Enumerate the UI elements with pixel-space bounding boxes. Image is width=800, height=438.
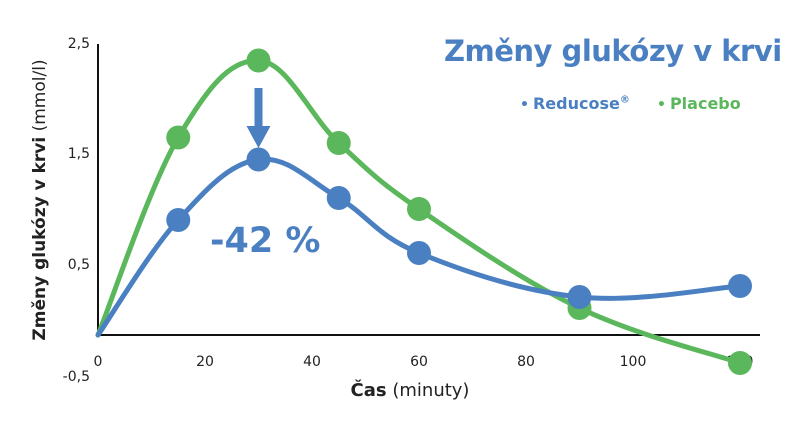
- data-point-reducose: [326, 186, 351, 210]
- series-reducose: [95, 147, 752, 338]
- axes: [97, 44, 760, 336]
- x-tick-label: 20: [196, 354, 214, 370]
- series-group: [95, 48, 752, 375]
- x-tick-label: 80: [517, 354, 535, 370]
- legend-dot-placebo-icon: •: [657, 97, 666, 113]
- registered-mark: ®: [619, 94, 630, 106]
- data-point-reducose: [407, 241, 431, 265]
- legend-label-placebo: Placebo: [669, 94, 741, 113]
- data-point-placebo: [246, 48, 271, 73]
- data-point-placebo: [166, 125, 191, 150]
- arrow-head: [246, 126, 271, 148]
- reduction-arrow: [246, 88, 271, 148]
- x-axis-label-bold: Čas: [350, 380, 387, 401]
- legend-dot-reducose-icon: •: [520, 97, 529, 113]
- y-axis-label: Změny glukózy v krvi (mmol/l): [30, 59, 50, 340]
- x-tick-label: 60: [410, 354, 428, 370]
- data-point-placebo: [728, 351, 752, 375]
- y-tick-label: 1,5: [68, 146, 90, 162]
- x-axis-label: Čas (minuty): [351, 380, 470, 401]
- x-tick-label: 0: [94, 354, 103, 370]
- x-tick-label: 100: [620, 354, 647, 370]
- data-point-placebo: [326, 131, 351, 155]
- arrow-shaft: [254, 88, 263, 130]
- legend-label-reducose: Reducose: [532, 94, 620, 113]
- x-axis-label-unit: (minuty): [386, 380, 470, 401]
- legend-item-reducose: • Reducose®: [520, 94, 630, 113]
- y-tick-label: -0,5: [63, 369, 90, 385]
- legend-item-placebo: • Placebo: [657, 94, 741, 113]
- y-tick-label: 2,5: [68, 36, 90, 52]
- series-placebo: [95, 48, 752, 375]
- data-point-reducose: [166, 208, 191, 232]
- reduction-annotation: -42 %: [210, 221, 321, 261]
- chart-title: Změny glukózy v krvi: [444, 34, 782, 68]
- x-tick-label: 40: [303, 354, 321, 370]
- data-point-reducose: [567, 285, 592, 309]
- y-tick-label: 0,5: [68, 257, 90, 273]
- y-axis-label-unit: (mmol/l): [30, 59, 50, 137]
- data-point-reducose: [728, 274, 752, 298]
- data-point-placebo: [407, 197, 431, 221]
- data-point-reducose: [246, 147, 271, 172]
- y-axis-label-bold: Změny glukózy v krvi: [30, 136, 50, 341]
